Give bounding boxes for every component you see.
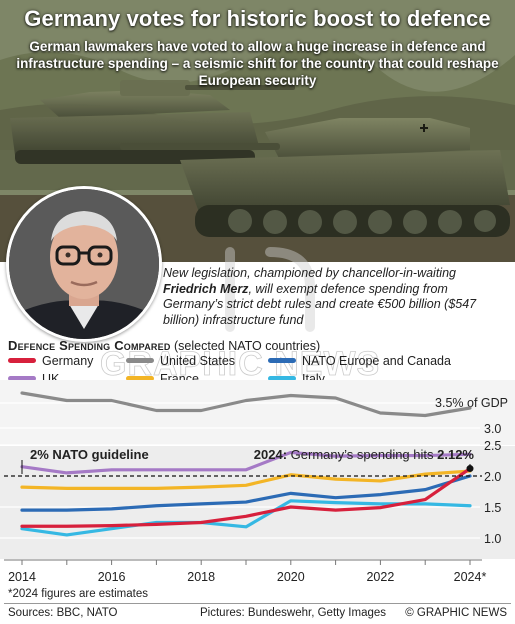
- x-tick-label: 2018: [187, 570, 215, 584]
- portrait-image: [9, 189, 159, 339]
- upper-band: [0, 380, 515, 445]
- y-tick-label: 2.5: [484, 439, 501, 453]
- x-tick-label: 2020: [277, 570, 305, 584]
- copyright: © GRAPHIC NEWS: [405, 607, 507, 619]
- y-tick-label: 3.0: [484, 422, 501, 436]
- legend-label-germany: Germany: [42, 354, 94, 368]
- chart-subtitle: (selected NATO countries): [174, 339, 321, 353]
- series-line-france: [20, 469, 472, 491]
- legend-nato-europe-canada: NATO Europe and Canada: [268, 354, 451, 368]
- legend-swatch-italy: [268, 376, 296, 382]
- headline: Germany votes for historic boost to defe…: [24, 6, 491, 31]
- legend-swatch-france: [126, 376, 154, 382]
- portrait-photo: [6, 186, 162, 342]
- y-tick-label: 1.5: [484, 501, 501, 515]
- subheadline: German lawmakers have voted to allow a h…: [16, 39, 499, 88]
- series-line-uk: [20, 450, 472, 475]
- chart-title-main: Defence Spending Compared: [8, 338, 171, 353]
- legend-swatch-nato-europe-canada: [268, 358, 296, 364]
- y-tick-label: 2.0: [484, 470, 501, 484]
- picture-credits: Pictures: Bundeswehr, Getty Images: [200, 607, 387, 619]
- legend-label-united-states: United States: [160, 354, 236, 368]
- y-axis-unit-label: 3.5% of GDP: [435, 396, 508, 410]
- legend-germany: Germany: [8, 354, 93, 368]
- series-line-germany: [20, 466, 472, 528]
- guideline-label: 2% NATO guideline: [30, 447, 149, 462]
- legend-swatch-uk: [8, 376, 36, 382]
- intro-text: New legislation, championed by chancello…: [163, 266, 508, 328]
- annotation-2024: 2024: Germany’s spending hits 2.12%: [254, 447, 475, 462]
- chart-title: Defence Spending Compared (selected NATO…: [8, 338, 320, 353]
- sources: Sources: BBC, NATO: [8, 607, 118, 619]
- x-tick-label: 2022: [366, 570, 394, 584]
- x-tick-label: 2024*: [454, 570, 487, 584]
- series-line-nato-europe-canada: [20, 474, 472, 512]
- intro-name: Friedrich Merz: [163, 281, 249, 296]
- intro-post: , will exempt defence spending from Germ…: [163, 281, 477, 327]
- legend-swatch-united-states: [126, 358, 154, 364]
- legend-united-states: United States: [126, 354, 235, 368]
- y-tick-label: 1.0: [484, 532, 501, 546]
- x-tick-label: 2016: [98, 570, 126, 584]
- footnote: *2024 figures are estimates: [8, 588, 148, 600]
- footer-divider: [4, 603, 511, 604]
- legend-label-nato-europe-canada: NATO Europe and Canada: [302, 354, 451, 368]
- hero-photo: Germany votes for historic boost to defe…: [0, 0, 515, 262]
- legend-swatch-germany: [8, 358, 36, 364]
- lower-band: [0, 446, 515, 559]
- line-chart: 3.0 1.0 1.5 2.0 2.5 3.5% of GDP 2% NATO guidel…: [0, 380, 515, 584]
- intro-pre: New legislation, championed by chancello…: [163, 266, 456, 280]
- tank-photo: [0, 0, 515, 262]
- series-line-united-states: [20, 391, 472, 418]
- x-tick-label: 2014: [8, 570, 36, 584]
